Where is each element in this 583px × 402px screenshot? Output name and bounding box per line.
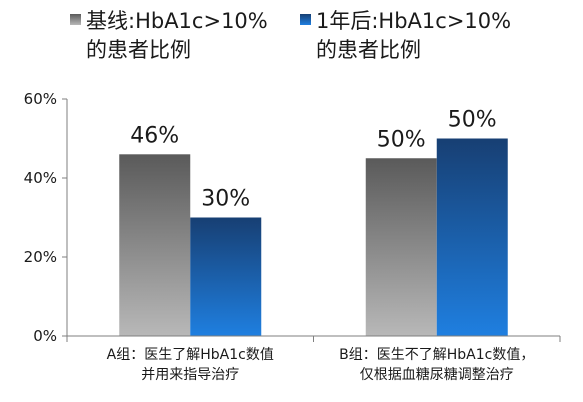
legend-label-baseline-line2: 的患者比例 [86,38,191,62]
data-label: 46% [130,123,179,148]
bars [119,138,508,336]
y-tick-label: 60% [24,90,57,108]
y-axis-ticks: 0% 20% 40% 60% [24,90,67,345]
legend-label-one-year-line1: 1年后:HbA1c>10% [316,9,511,33]
category-label: 仅根据血糖尿糖调整治疗 [360,367,514,383]
legend-swatch-baseline [70,14,81,25]
legend-label-one-year-line2: 的患者比例 [316,38,421,62]
data-label: 50% [448,108,497,133]
category-label: 并用来指导治疗 [141,367,239,383]
category-label: A组：医生了解HbA1c数值 [107,347,274,363]
legend-item-one-year: 1年后:HbA1c>10% 的患者比例 [300,9,511,62]
legend-item-baseline: 基线:HbA1c>10% 的患者比例 [70,9,268,62]
legend: 基线:HbA1c>10% 的患者比例 1年后:HbA1c>10% 的患者比例 [70,9,511,62]
data-label: 50% [377,127,426,152]
axes [66,99,561,342]
legend-swatch-one-year [300,14,311,25]
bar-group-b-one-year [436,138,508,336]
data-labels: 46% 30% 50% 50% [130,108,496,212]
y-tick-label: 0% [33,327,57,345]
y-tick-label: 20% [24,248,57,266]
bar-group-a-one-year [190,217,262,336]
data-label: 30% [201,187,250,212]
bar-group-a-baseline [119,154,191,336]
y-tick-label: 40% [24,169,57,187]
category-label: B组：医生不了解HbA1c数值， [339,347,534,363]
bar-group-b-baseline [365,158,437,336]
legend-label-baseline-line1: 基线:HbA1c>10% [86,9,268,33]
